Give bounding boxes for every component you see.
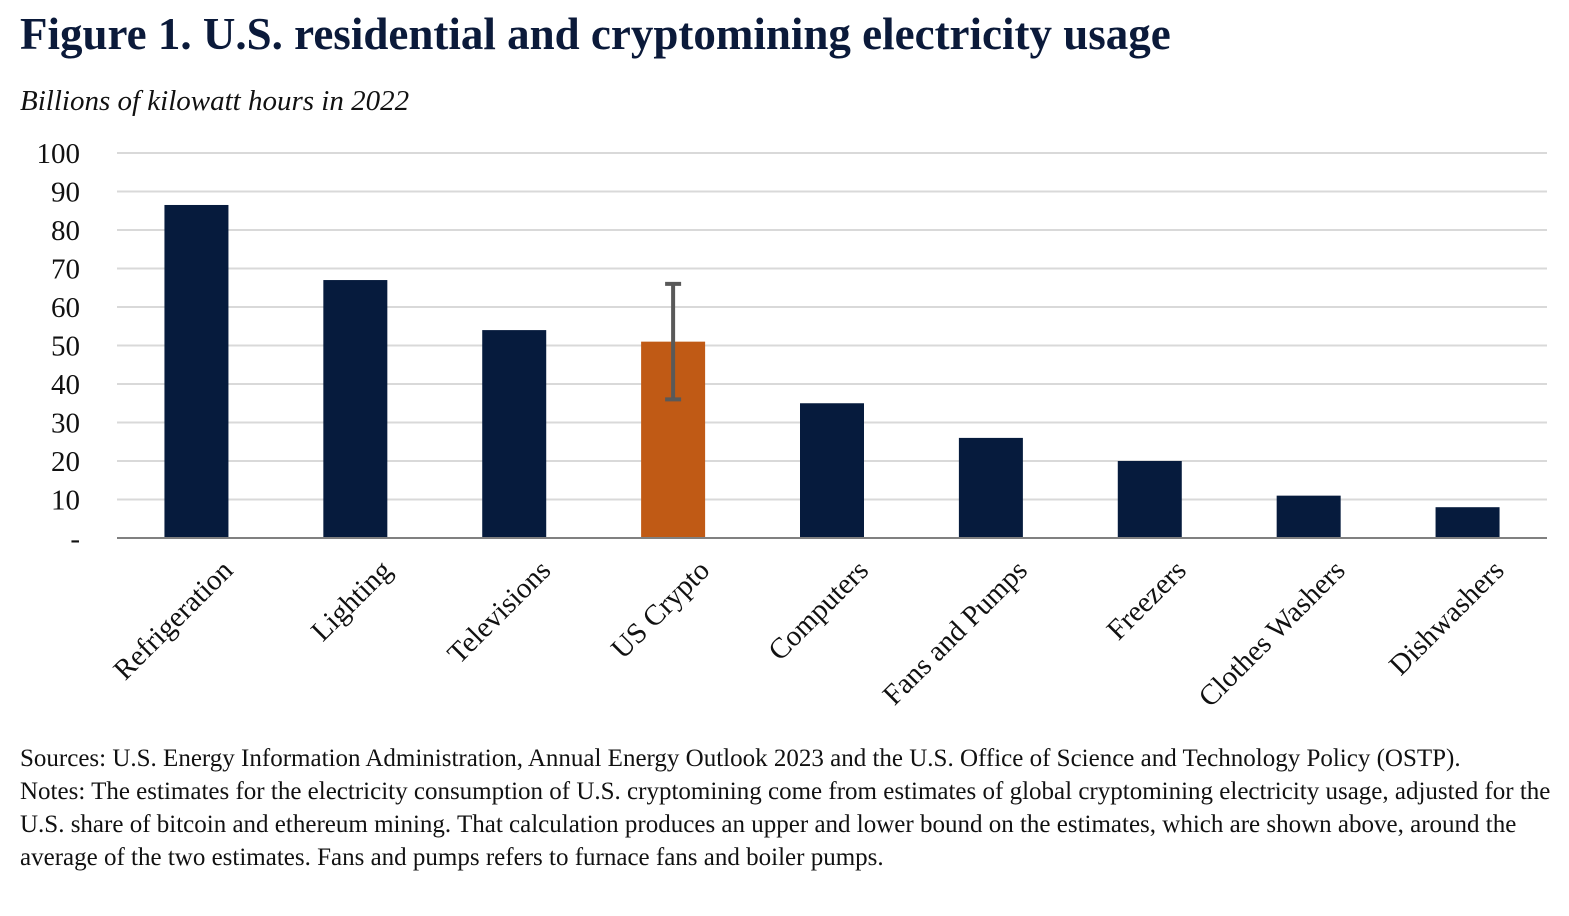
chart-subtitle: Billions of kilowatt hours in 2022 <box>20 85 410 117</box>
y-tick-label: 20 <box>51 446 80 478</box>
bar-freezers <box>1117 461 1182 538</box>
bar-refrigeration <box>164 204 229 538</box>
x-tick-label: Clothes Washers <box>1193 554 1352 713</box>
y-tick-label: 60 <box>51 292 80 324</box>
bar-clothes-washers <box>1276 495 1341 538</box>
error-bars <box>665 281 682 402</box>
bar-fans-and-pumps <box>958 437 1023 538</box>
x-tick-label: Televisions <box>441 554 557 670</box>
notes-text: Notes: The estimates for the electricity… <box>20 778 1551 871</box>
figure-notes: Sources: U.S. Energy Information Adminis… <box>20 742 1555 874</box>
y-tick-label: 50 <box>51 331 80 363</box>
bar-chart: - 10 20 30 40 50 60 70 80 90 100 Refrigeration Ligh… <box>37 138 1547 713</box>
y-tick-label: 70 <box>51 254 80 286</box>
sources-text: Sources: U.S. Energy Information Adminis… <box>20 745 1461 772</box>
y-tick-label: - <box>70 523 80 555</box>
y-tick-label: 10 <box>51 485 80 517</box>
bar-televisions <box>482 330 547 538</box>
x-tick-label: Computers <box>762 554 875 667</box>
y-tick-label: 100 <box>37 138 81 170</box>
x-axis-tick-labels: Refrigeration Lighting Televisions US Crypt… <box>107 554 1510 713</box>
x-tick-label: Freezers <box>1101 554 1193 646</box>
bar-lighting <box>323 280 388 538</box>
figure-title: Figure 1. U.S. residential and cryptomin… <box>20 9 1171 59</box>
x-tick-label: Fans and Pumps <box>877 554 1034 711</box>
x-tick-label: Lighting <box>305 554 398 647</box>
y-tick-label: 80 <box>51 215 80 247</box>
bar-dishwashers <box>1435 507 1500 538</box>
y-tick-label: 30 <box>51 408 80 440</box>
bars <box>164 204 1500 538</box>
y-tick-label: 90 <box>51 177 80 209</box>
x-tick-label: US Crypto <box>605 554 716 665</box>
y-axis-tick-labels: - 10 20 30 40 50 60 70 80 90 100 <box>37 138 81 555</box>
bar-computers <box>800 403 864 538</box>
x-tick-label: Refrigeration <box>107 554 239 686</box>
x-tick-label: Dishwashers <box>1383 554 1510 681</box>
y-tick-label: 40 <box>51 369 80 401</box>
